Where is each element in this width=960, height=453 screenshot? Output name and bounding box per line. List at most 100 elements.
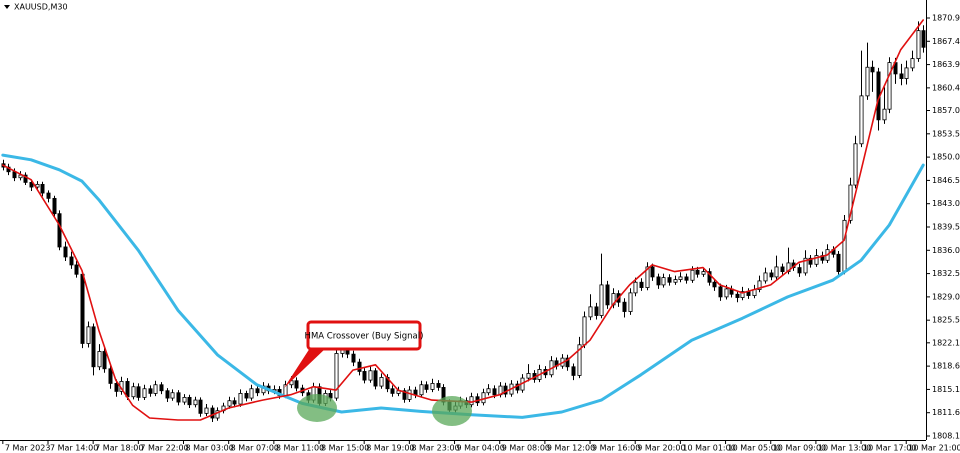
candle-body — [413, 389, 418, 396]
y-tick-label: 1822.10 — [932, 338, 960, 347]
candle-body — [159, 384, 164, 392]
x-tick-label: 8 Mar 15:00 — [321, 444, 369, 453]
candle-body — [40, 183, 45, 194]
candle-body — [678, 276, 683, 280]
y-tick-label: 1867.40 — [932, 37, 960, 46]
candle-body — [368, 370, 373, 381]
candle-body — [63, 246, 68, 258]
candle-body — [673, 279, 678, 283]
hma-line — [1, 19, 924, 421]
candle-body — [859, 95, 864, 145]
candle-body — [808, 257, 813, 265]
candle-body — [757, 280, 762, 290]
candle-body — [193, 399, 198, 406]
candle-body — [379, 377, 384, 387]
candle-body — [244, 393, 249, 399]
candle-body — [424, 384, 429, 390]
candle-body — [153, 384, 158, 394]
candle-body — [91, 326, 96, 368]
candle-body — [165, 390, 170, 399]
candle-body — [232, 400, 237, 405]
candle-body — [142, 388, 147, 398]
y-tick-label: 1811.60 — [932, 408, 960, 417]
y-tick-label: 1846.50 — [932, 176, 960, 185]
candle-body — [97, 351, 102, 368]
candle-body — [661, 277, 666, 286]
candle-body — [565, 357, 570, 368]
x-tick-label: 9 Mar 08:00 — [502, 444, 550, 453]
candle-body — [80, 273, 85, 344]
candle-body — [170, 392, 175, 399]
candle-body — [102, 351, 107, 370]
candle-body — [486, 388, 491, 394]
x-tick-label: 9 Mar 12:00 — [547, 444, 595, 453]
plot-area — [1, 19, 926, 423]
candle-body — [899, 73, 904, 79]
hma-line — [1, 153, 925, 419]
signal-highlight — [432, 396, 472, 426]
candle-body — [814, 255, 819, 265]
candle-body — [836, 253, 841, 272]
candle-body — [910, 58, 915, 69]
candle-body — [340, 349, 345, 354]
candle-body — [187, 396, 192, 406]
candle-body — [628, 292, 633, 312]
menu-triangle — [4, 5, 10, 9]
candle-body — [148, 388, 153, 394]
candle-body — [125, 381, 130, 398]
candle-body — [684, 276, 689, 281]
chart-title: XAUUSD,M30 — [14, 3, 68, 12]
candle-body — [633, 281, 638, 294]
candle-body — [57, 213, 62, 248]
candle-body — [797, 267, 802, 274]
candle-body — [842, 219, 847, 272]
candle-body — [390, 388, 395, 394]
signal-highlight — [297, 394, 337, 422]
candle-body — [701, 271, 706, 275]
candle-body — [294, 380, 299, 389]
candle-body — [780, 266, 785, 272]
candle-body — [198, 399, 203, 414]
candle-body — [436, 383, 441, 388]
candle-body — [23, 174, 28, 183]
y-tick-label: 1860.40 — [932, 83, 960, 92]
candle-body — [407, 389, 412, 400]
x-tick-label: 8 Mar 03:00 — [186, 444, 234, 453]
x-tick-label: 10 Mar 13:00 — [818, 444, 871, 453]
candle-body — [656, 276, 661, 286]
candle-body — [12, 171, 17, 179]
candle-body — [582, 316, 587, 346]
candle-body — [622, 301, 627, 312]
y-tick-label: 1825.50 — [932, 316, 960, 325]
x-tick-label: 9 Mar 20:00 — [637, 444, 685, 453]
y-tick-label: 1853.50 — [932, 129, 960, 138]
candle-body — [865, 66, 870, 97]
candle-body — [724, 288, 729, 298]
candle-body — [131, 386, 136, 398]
candle-body — [114, 383, 119, 392]
candle-body — [35, 183, 40, 188]
candle-body — [882, 108, 887, 121]
candle-body — [740, 291, 745, 298]
y-tick-label: 1836.00 — [932, 246, 960, 255]
y-tick-label: 1857.00 — [932, 106, 960, 115]
candle-body — [916, 30, 921, 59]
candle-body — [402, 390, 407, 400]
candle-body — [577, 344, 582, 376]
candle-body — [904, 67, 909, 79]
candle-body — [667, 277, 672, 283]
x-tick-label: 8 Mar 07:00 — [231, 444, 279, 453]
x-tick-label: 7 Mar 2023 — [5, 444, 51, 453]
candle-body — [735, 293, 740, 298]
candle-body — [763, 272, 768, 282]
y-tick-label: 1863.90 — [932, 60, 960, 69]
candle-body — [605, 284, 610, 306]
candle-body — [870, 66, 875, 73]
y-tick-label: 1829.00 — [932, 292, 960, 301]
candle-body — [695, 269, 700, 275]
x-tick-label: 9 Mar 16:00 — [592, 444, 640, 453]
candle-body — [74, 264, 79, 275]
candle-body — [204, 407, 209, 414]
x-tick-label: 10 Mar 21:00 — [908, 444, 960, 453]
